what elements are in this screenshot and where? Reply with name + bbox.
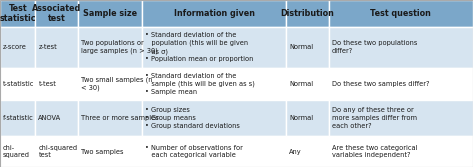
Bar (78, 68, 142, 100)
Text: Normal: Normal (289, 44, 313, 50)
Text: Do any of these three or
more samples differ from
each other?: Do any of these three or more samples di… (332, 107, 417, 129)
Bar (35, 136, 78, 167)
Text: z-test: z-test (38, 44, 57, 50)
Text: Are these two categorical
variables independent?: Are these two categorical variables inde… (332, 145, 417, 158)
Bar (142, 68, 286, 100)
Bar (286, 68, 329, 100)
Bar (0, 68, 35, 100)
Text: • Standard deviation of the
   population (this will be given
   as σ)
• Populat: • Standard deviation of the population (… (145, 32, 253, 62)
Text: t-test: t-test (38, 81, 56, 87)
Bar (0, 136, 35, 167)
Text: z-score: z-score (3, 44, 26, 50)
Text: Do these two populations
differ?: Do these two populations differ? (332, 40, 417, 54)
Text: Do these two samples differ?: Do these two samples differ? (332, 81, 429, 87)
Bar (329, 136, 473, 167)
Text: Two samples: Two samples (81, 149, 123, 154)
Text: Two populations or
large samples (n > 30): Two populations or large samples (n > 30… (81, 40, 158, 54)
Text: Any: Any (289, 149, 302, 154)
Bar (286, 27, 329, 68)
Bar (142, 136, 286, 167)
Text: Associated
test: Associated test (32, 4, 81, 23)
Bar (35, 0, 78, 27)
Bar (78, 27, 142, 68)
Bar (286, 100, 329, 136)
Bar (142, 100, 286, 136)
Bar (35, 68, 78, 100)
Bar (35, 27, 78, 68)
Text: Normal: Normal (289, 81, 313, 87)
Bar (286, 0, 329, 27)
Text: Two small samples (n
< 30): Two small samples (n < 30) (81, 76, 152, 91)
Bar (286, 136, 329, 167)
Bar (78, 100, 142, 136)
Bar (329, 27, 473, 68)
Bar (0, 27, 35, 68)
Bar (329, 68, 473, 100)
Text: chi-squared
test: chi-squared test (38, 145, 78, 158)
Text: chi-
squared: chi- squared (3, 145, 30, 158)
Bar (78, 0, 142, 27)
Bar (329, 100, 473, 136)
Text: ANOVA: ANOVA (38, 115, 61, 121)
Bar (142, 27, 286, 68)
Bar (78, 136, 142, 167)
Text: Test question: Test question (370, 9, 431, 18)
Text: • Number of observations for
   each categorical variable: • Number of observations for each catego… (145, 145, 243, 158)
Text: Normal: Normal (289, 115, 313, 121)
Text: Three or more samples: Three or more samples (81, 115, 158, 121)
Text: • Standard deviation of the
   sample (this will be given as s)
• Sample mean: • Standard deviation of the sample (this… (145, 73, 254, 95)
Bar (35, 100, 78, 136)
Bar (0, 100, 35, 136)
Text: Sample size: Sample size (83, 9, 137, 18)
Bar (142, 0, 286, 27)
Bar (329, 0, 473, 27)
Text: Distribution: Distribution (280, 9, 334, 18)
Text: f-statistic: f-statistic (3, 115, 34, 121)
Text: Information given: Information given (174, 9, 254, 18)
Text: Test
statistic: Test statistic (0, 4, 36, 23)
Bar (0, 0, 35, 27)
Text: t-statistic: t-statistic (3, 81, 34, 87)
Text: • Group sizes
• Group means
• Group standard deviations: • Group sizes • Group means • Group stan… (145, 107, 240, 129)
